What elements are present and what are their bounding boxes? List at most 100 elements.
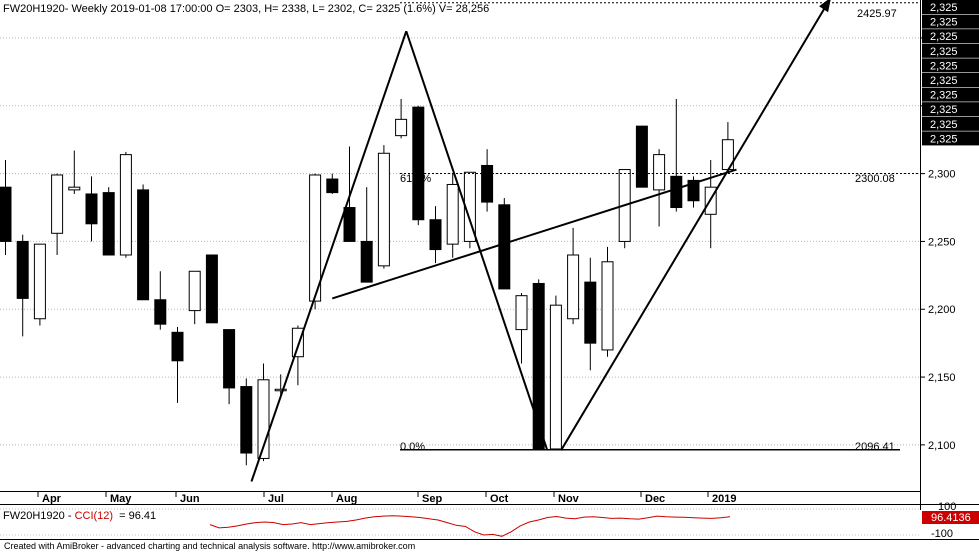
candle-body: [291, 327, 304, 358]
cci-value-tag: 96.4136: [931, 512, 971, 524]
candle-body: [16, 240, 29, 299]
price-tag: 2,325: [930, 31, 958, 43]
candle-body: [412, 106, 425, 221]
candle-body: [137, 189, 150, 301]
price-tag-box: [922, 14, 979, 29]
candle-body: [446, 183, 459, 245]
candle-body: [257, 379, 270, 459]
candle-body: [85, 193, 98, 225]
y-tick-label: 2,200: [928, 304, 956, 316]
price-tag: 2,325: [930, 90, 958, 102]
x-tick-label: Apr: [42, 493, 62, 505]
indicator-value: = 96.41: [119, 510, 156, 522]
price-tag-box: [922, 58, 979, 73]
fib-0-price: 2096.41: [855, 441, 895, 453]
price-tag: 2,325: [930, 17, 958, 29]
price-tag-box: [922, 0, 979, 14]
time-axis: Apr May Jun Jul Aug Sep Oct Nov Dec 2019: [37, 491, 736, 505]
price-tag: 2,325: [930, 119, 958, 131]
candlesticks: [0, 99, 734, 466]
candle-body: [670, 175, 683, 209]
cci-panel: [0, 508, 920, 537]
candle-body: [343, 207, 356, 242]
price-tag-box: [922, 131, 979, 146]
cci-tick-100: 100: [938, 501, 956, 513]
candle-body: [119, 154, 132, 256]
candle-body: [429, 219, 442, 251]
candle-body: [481, 164, 494, 203]
fib-618-price: 2300.08: [855, 173, 895, 185]
indicator-symbol: FW20H1920: [3, 510, 65, 522]
x-tick-label: Nov: [558, 493, 580, 505]
x-tick-label: Jul: [268, 493, 284, 505]
fibonacci-levels: [400, 2, 918, 451]
x-tick-label: Oct: [490, 493, 509, 505]
price-panel: [0, 0, 920, 491]
cci-value-tag-box: [922, 511, 979, 524]
candle-body: [326, 178, 339, 194]
candle-body: [0, 186, 12, 242]
price-gridlines: [0, 37, 920, 446]
y-tick-label: 2,300: [928, 169, 956, 181]
candle-body: [33, 243, 46, 320]
candle-body: [360, 240, 373, 283]
candle-body: [549, 304, 562, 450]
fib-618-label: 61.8%: [400, 173, 431, 185]
fib-0-label: 0.0%: [400, 441, 425, 453]
price-tags: 2,325 2,325 2,325 2,325 2,325 2,325 2,325 2,325…: [922, 0, 979, 146]
candle-body: [601, 261, 614, 351]
candle-body: [532, 282, 545, 450]
price-tag-box: [922, 29, 979, 44]
candle-body: [274, 388, 287, 392]
candle-body: [515, 295, 528, 331]
price-tag: 2,325: [930, 75, 958, 87]
y-tick-label: 2,100: [928, 440, 956, 452]
price-tag: 2,325: [930, 104, 958, 116]
trendlines: [250, 0, 831, 482]
price-tag: 2,325: [930, 2, 958, 14]
price-tag-box: [922, 116, 979, 131]
x-tick-label: 2019: [712, 493, 736, 505]
indicator-name: CCI(12): [75, 510, 114, 522]
candle-body: [377, 152, 390, 267]
x-tick-label: Dec: [645, 493, 665, 505]
price-tag-box: [922, 43, 979, 58]
candle-body: [567, 254, 580, 320]
candle-body: [635, 125, 648, 188]
indicator-label: FW20H1920 - CCI(12) = 96.41: [3, 510, 156, 522]
candle-body: [687, 179, 700, 202]
trendline: [250, 30, 408, 482]
price-tag: 2,325: [930, 60, 958, 72]
trendline: [560, 0, 831, 451]
price-tag-box: [922, 87, 979, 102]
trendline-arrowhead: [819, 0, 831, 13]
price-tag-box: [922, 102, 979, 117]
x-tick-label: Jun: [180, 493, 200, 505]
price-tag-box: [922, 73, 979, 87]
cci-line: [209, 515, 731, 537]
candle-body: [653, 154, 666, 191]
indicator-dash: -: [68, 510, 75, 522]
candle-body: [223, 329, 236, 389]
price-tag: 2,325: [930, 133, 958, 145]
x-tick-label: Aug: [336, 493, 357, 505]
candle-body: [51, 174, 64, 234]
price-tag: 2,325: [930, 46, 958, 58]
candle-body: [395, 118, 408, 137]
candle-body: [309, 174, 322, 302]
candle-body: [68, 186, 81, 191]
candle-body: [205, 254, 218, 324]
x-tick-label: May: [110, 493, 132, 505]
candle-body: [188, 270, 201, 312]
candle-body: [498, 204, 511, 290]
trendline: [331, 168, 737, 300]
trendline: [405, 30, 549, 451]
candle-body: [584, 281, 597, 344]
candle-body: [171, 331, 184, 362]
candle-body: [154, 299, 167, 325]
x-tick-label: Sep: [422, 493, 442, 505]
cci-tick-minus100: -100: [931, 528, 953, 540]
fib-top-label: 2425.97: [857, 8, 897, 20]
candle-body: [102, 192, 115, 256]
